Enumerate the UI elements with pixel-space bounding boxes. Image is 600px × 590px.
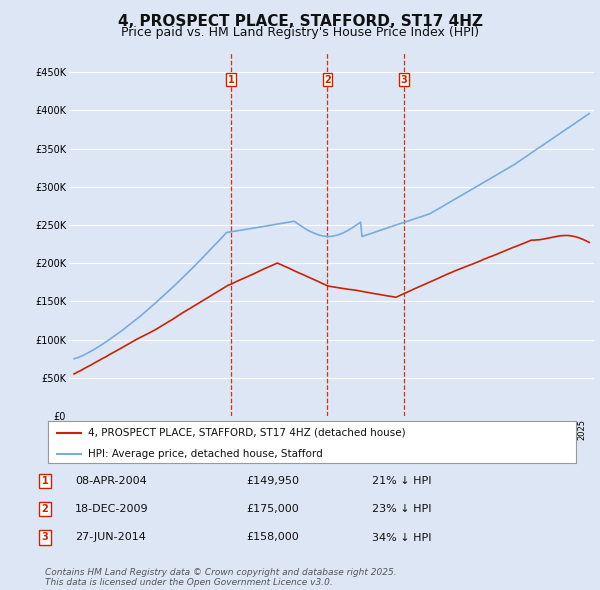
Text: Price paid vs. HM Land Registry's House Price Index (HPI): Price paid vs. HM Land Registry's House … — [121, 26, 479, 39]
Text: 3: 3 — [401, 75, 407, 85]
Text: 2: 2 — [324, 75, 331, 85]
Text: 4, PROSPECT PLACE, STAFFORD, ST17 4HZ: 4, PROSPECT PLACE, STAFFORD, ST17 4HZ — [118, 14, 482, 30]
Text: 4, PROSPECT PLACE, STAFFORD, ST17 4HZ (detached house): 4, PROSPECT PLACE, STAFFORD, ST17 4HZ (d… — [88, 428, 405, 438]
Text: HPI: Average price, detached house, Stafford: HPI: Average price, detached house, Staf… — [88, 449, 322, 459]
Text: 1: 1 — [41, 476, 49, 486]
Text: 18-DEC-2009: 18-DEC-2009 — [75, 504, 149, 514]
Text: 2: 2 — [41, 504, 49, 514]
Text: £158,000: £158,000 — [246, 533, 299, 542]
Text: 34% ↓ HPI: 34% ↓ HPI — [372, 533, 431, 542]
Text: 21% ↓ HPI: 21% ↓ HPI — [372, 476, 431, 486]
Text: 23% ↓ HPI: 23% ↓ HPI — [372, 504, 431, 514]
Text: 3: 3 — [41, 533, 49, 542]
Text: 27-JUN-2014: 27-JUN-2014 — [75, 533, 146, 542]
Text: 08-APR-2004: 08-APR-2004 — [75, 476, 147, 486]
Text: Contains HM Land Registry data © Crown copyright and database right 2025.
This d: Contains HM Land Registry data © Crown c… — [45, 568, 397, 587]
Text: £149,950: £149,950 — [246, 476, 299, 486]
Text: £175,000: £175,000 — [246, 504, 299, 514]
Text: 1: 1 — [227, 75, 235, 85]
